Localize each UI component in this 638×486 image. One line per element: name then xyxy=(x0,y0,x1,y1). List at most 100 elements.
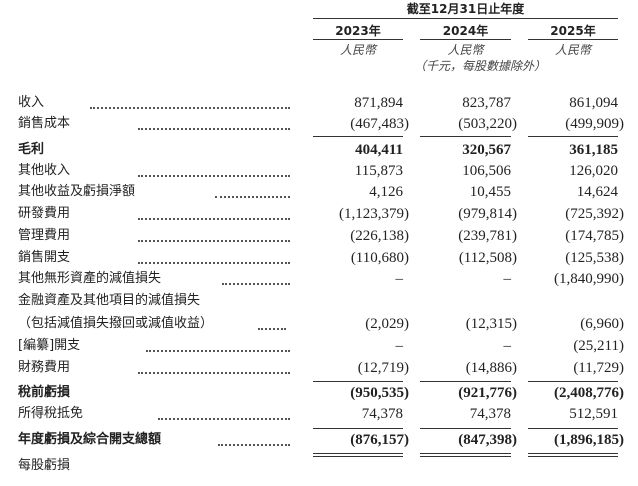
value-2025: (11,729) xyxy=(573,360,624,376)
value-2024: (12,315) xyxy=(465,316,517,332)
value-2025: 861,094 xyxy=(569,95,618,111)
value-2023: (950,535) xyxy=(350,385,409,401)
value-2025: 361,185 xyxy=(569,142,618,158)
dot-leader xyxy=(138,248,290,264)
table-row: [編纂]開支 – – (25,211) xyxy=(0,336,638,356)
currency-2024: 人民幣 xyxy=(447,43,484,57)
value-2023: (12,719) xyxy=(357,360,409,376)
table-row: 研發費用 (1,123,379) (979,814) (725,392) xyxy=(0,204,638,224)
value-2023: (110,680) xyxy=(350,250,409,266)
value-2025: (25,211) xyxy=(573,338,624,354)
year-2024: 2024年 xyxy=(442,24,489,38)
value-2024: (847,398) xyxy=(458,432,517,448)
table-row: 其他收入 115,873 106,506 126,020 xyxy=(0,161,638,181)
table-row: 銷售成本 (467,483) (503,220) (499,909) xyxy=(0,114,638,134)
row-label: （包括減值損失撥回或減值收益） xyxy=(18,316,214,331)
value-2025: (174,785) xyxy=(565,228,624,244)
row-label: 毛利 xyxy=(18,142,45,157)
row-label: 稅前虧損 xyxy=(18,385,71,400)
row-label: 管理費用 xyxy=(18,228,71,243)
table-row: 每股虧損 xyxy=(0,456,638,476)
dot-leader xyxy=(138,161,290,177)
table-row: （包括減值損失撥回或減值收益） (2,029) (12,315) (6,960) xyxy=(0,314,638,334)
year-2025: 2025年 xyxy=(550,24,596,38)
row-label: 其他無形資產的減值損失 xyxy=(18,271,162,286)
value-2023: 4,126 xyxy=(369,184,403,200)
value-2023: – xyxy=(395,271,404,287)
dot-leader xyxy=(90,93,290,109)
value-2023: 871,894 xyxy=(354,95,403,111)
dot-leader xyxy=(218,430,290,446)
row-label: 收入 xyxy=(18,95,45,110)
dot-leader xyxy=(215,182,290,198)
value-2024: (979,814) xyxy=(458,206,517,222)
period-header: 截至12月31日止年度 xyxy=(406,2,525,16)
value-2024: – xyxy=(503,271,512,287)
value-2024: (239,781) xyxy=(458,228,517,244)
value-2025: (725,392) xyxy=(565,206,624,222)
value-2024: (921,776) xyxy=(458,385,517,401)
value-2025: 14,624 xyxy=(576,184,618,200)
dot-leader xyxy=(138,204,290,220)
currency-2023: 人民幣 xyxy=(339,43,376,57)
value-2024: (112,508) xyxy=(458,250,517,266)
value-2025: 126,020 xyxy=(569,163,618,179)
value-2025: (499,909) xyxy=(565,116,624,132)
value-2024: (503,220) xyxy=(458,116,517,132)
dot-leader xyxy=(138,226,290,242)
value-2025: (1,840,990) xyxy=(554,271,624,287)
table-row: 其他收益及虧損淨額 4,126 10,455 14,624 xyxy=(0,182,638,202)
divider xyxy=(313,18,618,19)
value-2025: (2,408,776) xyxy=(554,385,624,401)
row-label: 年度虧損及綜合開支總額 xyxy=(18,432,162,447)
value-2025: (125,538) xyxy=(565,250,624,266)
dot-leader xyxy=(258,314,286,330)
year-2023: 2023年 xyxy=(335,24,381,38)
row-label: 所得稅抵免 xyxy=(18,406,84,421)
value-2023: (1,123,379) xyxy=(339,206,409,222)
currency-2025: 人民幣 xyxy=(554,43,591,57)
value-2024: 10,455 xyxy=(469,184,511,200)
dot-leader xyxy=(138,358,290,374)
value-2025: (1,896,185) xyxy=(554,432,624,448)
dot-leader xyxy=(138,114,290,130)
value-2023: 404,411 xyxy=(355,142,403,158)
value-2023: (226,138) xyxy=(350,228,409,244)
table-row: 稅前虧損 (950,535) (921,776) (2,408,776) xyxy=(0,383,638,403)
row-label: 銷售成本 xyxy=(18,116,71,131)
dot-leader xyxy=(158,404,290,420)
unit-note: （千元，每股數據除外） xyxy=(413,59,546,73)
value-2024: 320,567 xyxy=(462,142,511,158)
row-label: 金融資產及其他項目的減值損失 xyxy=(18,293,201,308)
row-label: 研發費用 xyxy=(18,206,71,221)
value-2025: 512,591 xyxy=(569,406,618,422)
value-2024: 74,378 xyxy=(469,406,511,422)
row-label: 其他收益及虧損淨額 xyxy=(18,184,136,199)
value-2023: 74,378 xyxy=(361,406,403,422)
value-2023: – xyxy=(395,338,404,354)
divider xyxy=(313,39,403,40)
table-row: 毛利 404,411 320,567 361,185 xyxy=(0,140,638,160)
row-label: 每股虧損 xyxy=(18,458,71,473)
value-2024: 106,506 xyxy=(462,163,511,179)
dot-leader xyxy=(146,336,290,352)
value-2023: (2,029) xyxy=(365,316,409,332)
row-label: 財務費用 xyxy=(18,360,71,375)
value-2023: (876,157) xyxy=(350,432,409,448)
value-2025: (6,960) xyxy=(580,316,624,332)
row-label: [編纂]開支 xyxy=(18,338,81,353)
table-row: 其他無形資產的減值損失 – – (1,840,990) xyxy=(0,269,638,289)
divider xyxy=(420,39,511,40)
table-row: 銷售開支 (110,680) (112,508) (125,538) xyxy=(0,248,638,268)
value-2023: 115,873 xyxy=(354,163,403,179)
table-row: 金融資產及其他項目的減值損失 xyxy=(0,291,638,311)
divider xyxy=(528,39,618,40)
value-2024: (14,886) xyxy=(465,360,517,376)
value-2024: 823,787 xyxy=(462,95,511,111)
dot-leader xyxy=(222,269,290,285)
value-2024: – xyxy=(503,338,512,354)
value-2023: (467,483) xyxy=(350,116,409,132)
table-row: 所得稅抵免 74,378 74,378 512,591 xyxy=(0,404,638,424)
row-label: 其他收入 xyxy=(18,163,71,178)
